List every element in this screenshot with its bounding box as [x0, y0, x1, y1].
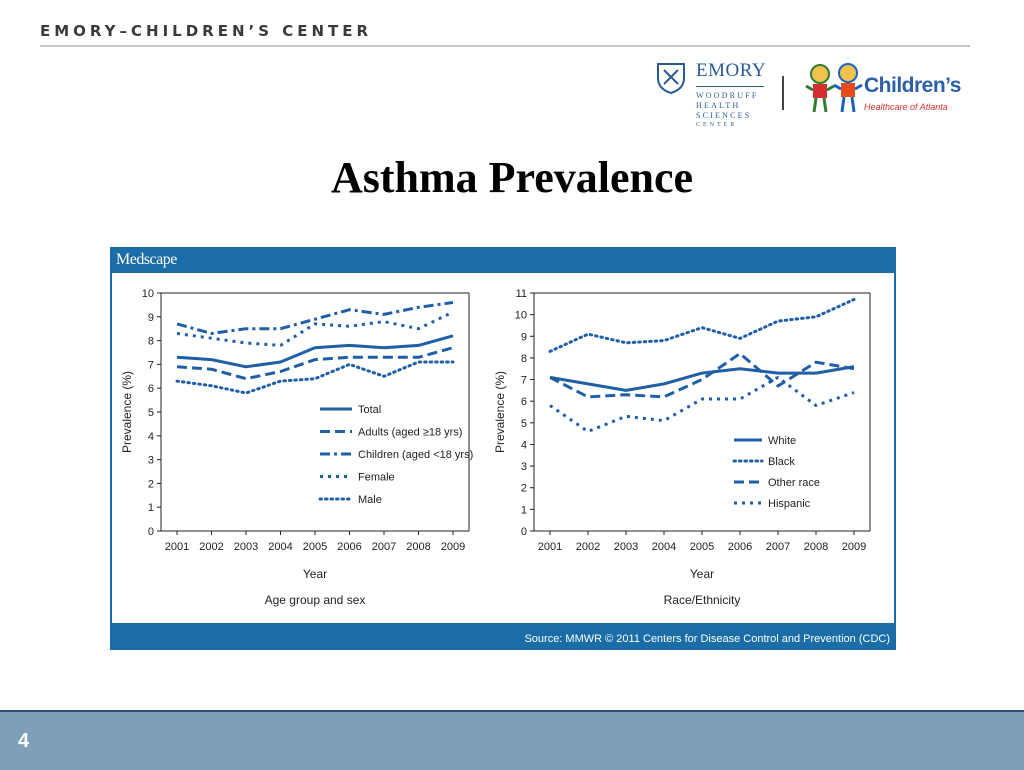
- series-line-children-aged-18-yrs-: [176, 301, 454, 335]
- x-tick-label: 2002: [199, 541, 223, 553]
- series-line-white: [549, 365, 855, 392]
- y-tick-label: 5: [521, 418, 527, 430]
- legend-label: White: [768, 435, 796, 447]
- childrens-logo-text: Children’s: [864, 74, 961, 97]
- slide-footer: 4: [0, 710, 1024, 770]
- x-axis-label: Year: [690, 567, 714, 581]
- y-tick-label: 9: [148, 312, 154, 324]
- y-tick-label: 0: [148, 526, 154, 538]
- org-header: EMORY–CHILDREN’S CENTER: [40, 22, 373, 40]
- emory-sub-4: CENTER: [696, 122, 738, 128]
- y-tick-label: 6: [521, 396, 527, 408]
- header-divider: [40, 45, 970, 47]
- legend-label: Male: [358, 494, 382, 506]
- x-tick-label: 2002: [576, 541, 600, 553]
- series-line-black: [548, 298, 856, 353]
- emory-logo-text: EMORY: [696, 60, 767, 81]
- medscape-label: Medscape: [116, 251, 177, 268]
- y-tick-label: 3: [148, 455, 154, 467]
- x-tick-label: 2003: [614, 541, 638, 553]
- x-tick-label: 2006: [337, 541, 361, 553]
- x-tick-label: 2006: [728, 541, 752, 553]
- y-tick-label: 2: [148, 478, 154, 490]
- figure-panel: 0 1 2 3 4 5 6 7 8 9 10 2001 2002 2003 2004 2005 2006 2007…: [112, 273, 894, 623]
- legend-label: Hispanic: [768, 498, 811, 510]
- x-tick-label: 2005: [303, 541, 327, 553]
- x-tick-label: 2003: [234, 541, 258, 553]
- y-tick-label: 11: [516, 288, 527, 300]
- logo-area: EMORY WOODRUFF HEALTH SCIENCES CENTER Ch…: [652, 58, 982, 134]
- legend-label: Children (aged <18 yrs): [358, 449, 473, 461]
- series-line-hispanic: [549, 375, 855, 433]
- legend-label: Adults (aged ≥18 yrs): [358, 427, 462, 439]
- emory-sub-1: WOODRUFF: [696, 91, 759, 100]
- y-tick-label: 6: [148, 383, 154, 395]
- y-tick-label: 7: [521, 375, 527, 387]
- figure-source: Source: MMWR © 2011 Centers for Disease …: [524, 633, 890, 645]
- y-tick-label: 10: [515, 310, 527, 322]
- y-tick-label: 8: [148, 336, 154, 348]
- y-tick-label: 8: [521, 353, 527, 365]
- x-axis-label: Year: [303, 567, 327, 581]
- series-line-male: [175, 360, 455, 395]
- legend-label: Female: [358, 472, 395, 484]
- legend-label: Total: [358, 404, 381, 416]
- page-number: 4: [18, 730, 30, 752]
- y-axis-label: Prevalence (%): [120, 371, 134, 453]
- y-tick-label: 1: [521, 504, 527, 516]
- y-tick-label: 7: [148, 359, 154, 371]
- x-tick-label: 2008: [804, 541, 828, 553]
- series-line-female: [176, 310, 454, 347]
- x-tick-label: 2009: [441, 541, 465, 553]
- y-tick-label: 4: [148, 431, 154, 443]
- legend-label: Other race: [768, 477, 820, 489]
- logo-divider: [782, 76, 784, 110]
- y-tick-label: 4: [521, 439, 527, 451]
- y-tick-label: 10: [142, 288, 154, 300]
- y-tick-label: 1: [148, 502, 154, 514]
- series-line-adults-aged-18-yrs-: [176, 346, 454, 381]
- y-tick-label: 0: [521, 526, 527, 538]
- x-tick-label: 2007: [766, 541, 790, 553]
- emory-sub-2: HEALTH: [696, 101, 741, 110]
- slide-title: Asthma Prevalence: [330, 153, 694, 202]
- y-tick-label: 2: [521, 483, 527, 495]
- x-tick-label: 2004: [652, 541, 676, 553]
- y-tick-label: 9: [521, 331, 527, 343]
- childrens-kids-icon: [805, 63, 863, 113]
- x-tick-label: 2005: [690, 541, 714, 553]
- x-tick-label: 2004: [268, 541, 292, 553]
- y-axis-label: Prevalence (%): [493, 371, 507, 453]
- emory-sub-3: SCIENCES: [696, 111, 752, 120]
- emory-shield-icon: [657, 63, 685, 94]
- chart-figure: Medscape 0 1 2 3 4 5 6 7 8 9 10 2001 2002 2003 2004 200…: [110, 247, 896, 650]
- x-tick-label: 2007: [372, 541, 396, 553]
- x-tick-label: 2001: [165, 541, 189, 553]
- emory-logo-rule: [696, 86, 764, 87]
- x-tick-label: 2008: [406, 541, 430, 553]
- figure-header-bar: Medscape: [110, 247, 896, 273]
- x-tick-label: 2009: [842, 541, 866, 553]
- series-line-total: [176, 334, 454, 369]
- chart-subtitle: Race/Ethnicity: [664, 593, 741, 607]
- y-tick-label: 5: [148, 407, 154, 419]
- series-line-other-race: [549, 352, 855, 399]
- y-tick-label: 3: [521, 461, 527, 473]
- x-tick-label: 2001: [538, 541, 562, 553]
- childrens-logo-subtext: Healthcare of Atlanta: [864, 102, 948, 112]
- chart-subtitle: Age group and sex: [265, 593, 366, 607]
- legend-label: Black: [768, 456, 795, 468]
